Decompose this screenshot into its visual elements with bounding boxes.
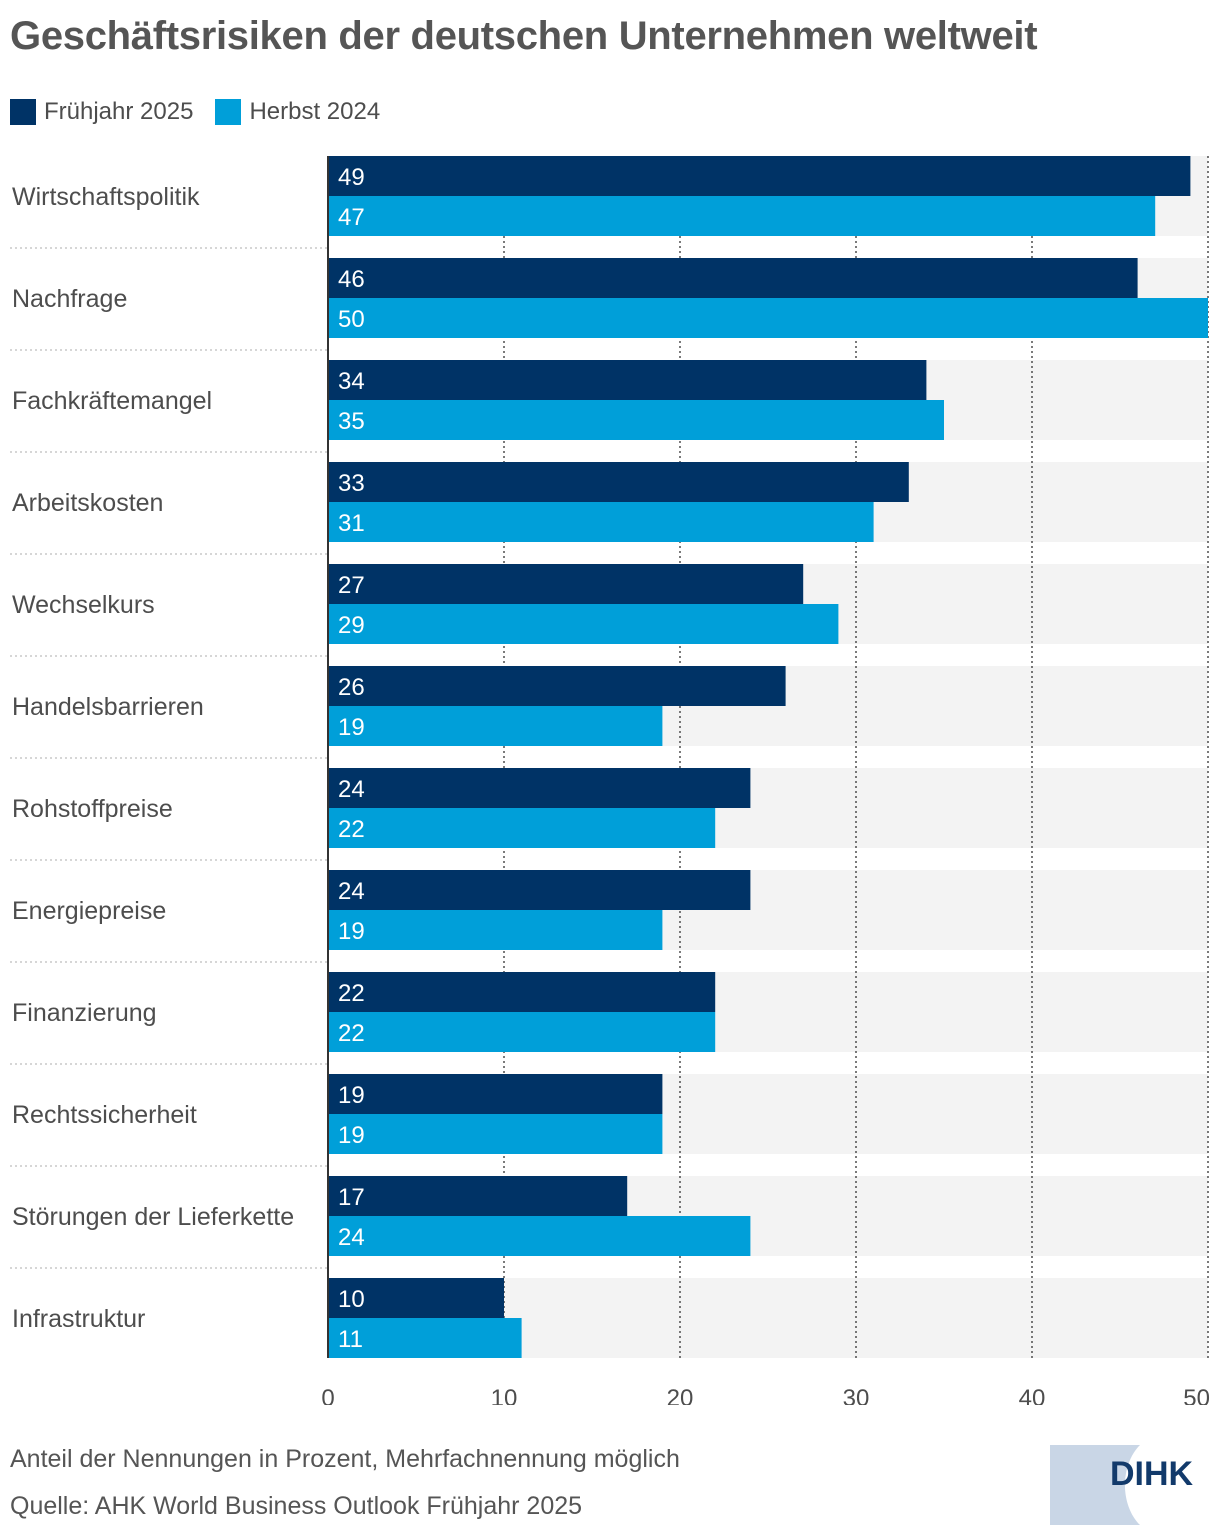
logo-text: DIHK [1110,1455,1194,1493]
bar [328,1216,751,1256]
bar [328,1176,628,1216]
legend-label-fruehjahr-2025: Frühjahr 2025 [44,98,194,125]
footnote-note: Anteil der Nennungen in Prozent, Mehrfac… [10,1445,680,1473]
category-label: Arbeitskosten [12,489,163,517]
footnote-source: Quelle: AHK World Business Outlook Frühj… [10,1492,583,1520]
bar-value-label: 11 [338,1326,363,1353]
x-tick-label: 0 [321,1385,334,1405]
bar-value-label: 24 [338,1224,365,1251]
bar [328,910,663,950]
category-label: Störungen der Lieferkette [12,1203,294,1231]
bar [328,706,663,746]
category-label: Rechtssicherheit [12,1101,197,1129]
bar-value-label: 22 [338,1020,365,1047]
bar-value-label: 26 [338,674,365,701]
category-label: Fachkräftemangel [12,387,212,415]
x-tick-label: 20 [667,1385,694,1405]
bar [328,1074,663,1114]
bar [328,870,751,910]
category-label: Infrastruktur [12,1305,145,1333]
bar-value-label: 27 [338,572,365,599]
bar [328,972,716,1012]
x-tick-label: 40 [1019,1385,1046,1405]
category-label: Energiepreise [12,897,166,925]
category-label: Handelsbarrieren [12,693,204,721]
legend: Frühjahr 2025 Herbst 2024 [10,98,402,126]
x-tick-label: 30 [843,1385,870,1405]
bar-value-label: 19 [338,714,365,741]
bar-value-label: 24 [338,776,365,803]
legend-item-fruehjahr-2025: Frühjahr 2025 [10,98,193,126]
bar-value-label: 22 [338,816,365,843]
bar-value-label: 47 [338,204,365,231]
legend-swatch-fruehjahr-2025 [10,99,36,125]
bar-value-label: 22 [338,980,365,1007]
bar [328,1278,504,1318]
bar [328,298,1208,338]
bar-value-label: 35 [338,408,365,435]
bar [328,1318,522,1358]
dihk-logo: DIHK [1050,1445,1210,1525]
category-label: Nachfrage [12,285,127,313]
bar [328,604,839,644]
bar [328,400,944,440]
bar-value-label: 50 [338,306,365,333]
category-label: Wirtschaftspolitik [12,183,200,211]
bar [328,360,927,400]
bar [328,156,1191,196]
category-label: Rohstoffpreise [12,795,173,823]
bar [328,808,716,848]
bar [328,462,909,502]
bar [328,502,874,542]
bar-value-label: 29 [338,612,365,639]
bar [328,666,786,706]
legend-swatch-herbst-2024 [215,99,242,125]
bar-value-label: 19 [338,918,365,945]
bar [328,1114,663,1154]
bar-value-label: 24 [338,878,365,905]
bar-value-label: 10 [338,1286,365,1313]
bar-value-label: 31 [338,510,365,537]
bar-value-label: 19 [338,1082,365,1109]
x-tick-label: 10 [491,1385,518,1405]
category-label: Wechselkurs [12,591,155,619]
legend-item-herbst-2024: Herbst 2024 [215,98,380,126]
bar-value-label: 19 [338,1122,365,1149]
bar-value-label: 17 [338,1184,365,1211]
chart-title: Geschäftsrisiken der deutschen Unternehm… [10,14,1038,58]
bar [328,196,1156,236]
bar-value-label: 49 [338,164,365,191]
bar-chart: Wirtschaftspolitik 49 47 Nachfrage 46 50 Fachk… [10,156,1210,1405]
bar [328,1012,716,1052]
legend-label-herbst-2024: Herbst 2024 [249,98,381,125]
bar [328,768,751,808]
bar [328,564,804,604]
x-tick-label: 50 [1183,1385,1210,1405]
bar-value-label: 46 [338,266,365,293]
logo-background-shape [1050,1445,1210,1525]
category-label: Finanzierung [12,999,157,1027]
bar [328,258,1138,298]
bar-value-label: 33 [338,470,365,497]
bar-value-label: 34 [338,368,365,395]
